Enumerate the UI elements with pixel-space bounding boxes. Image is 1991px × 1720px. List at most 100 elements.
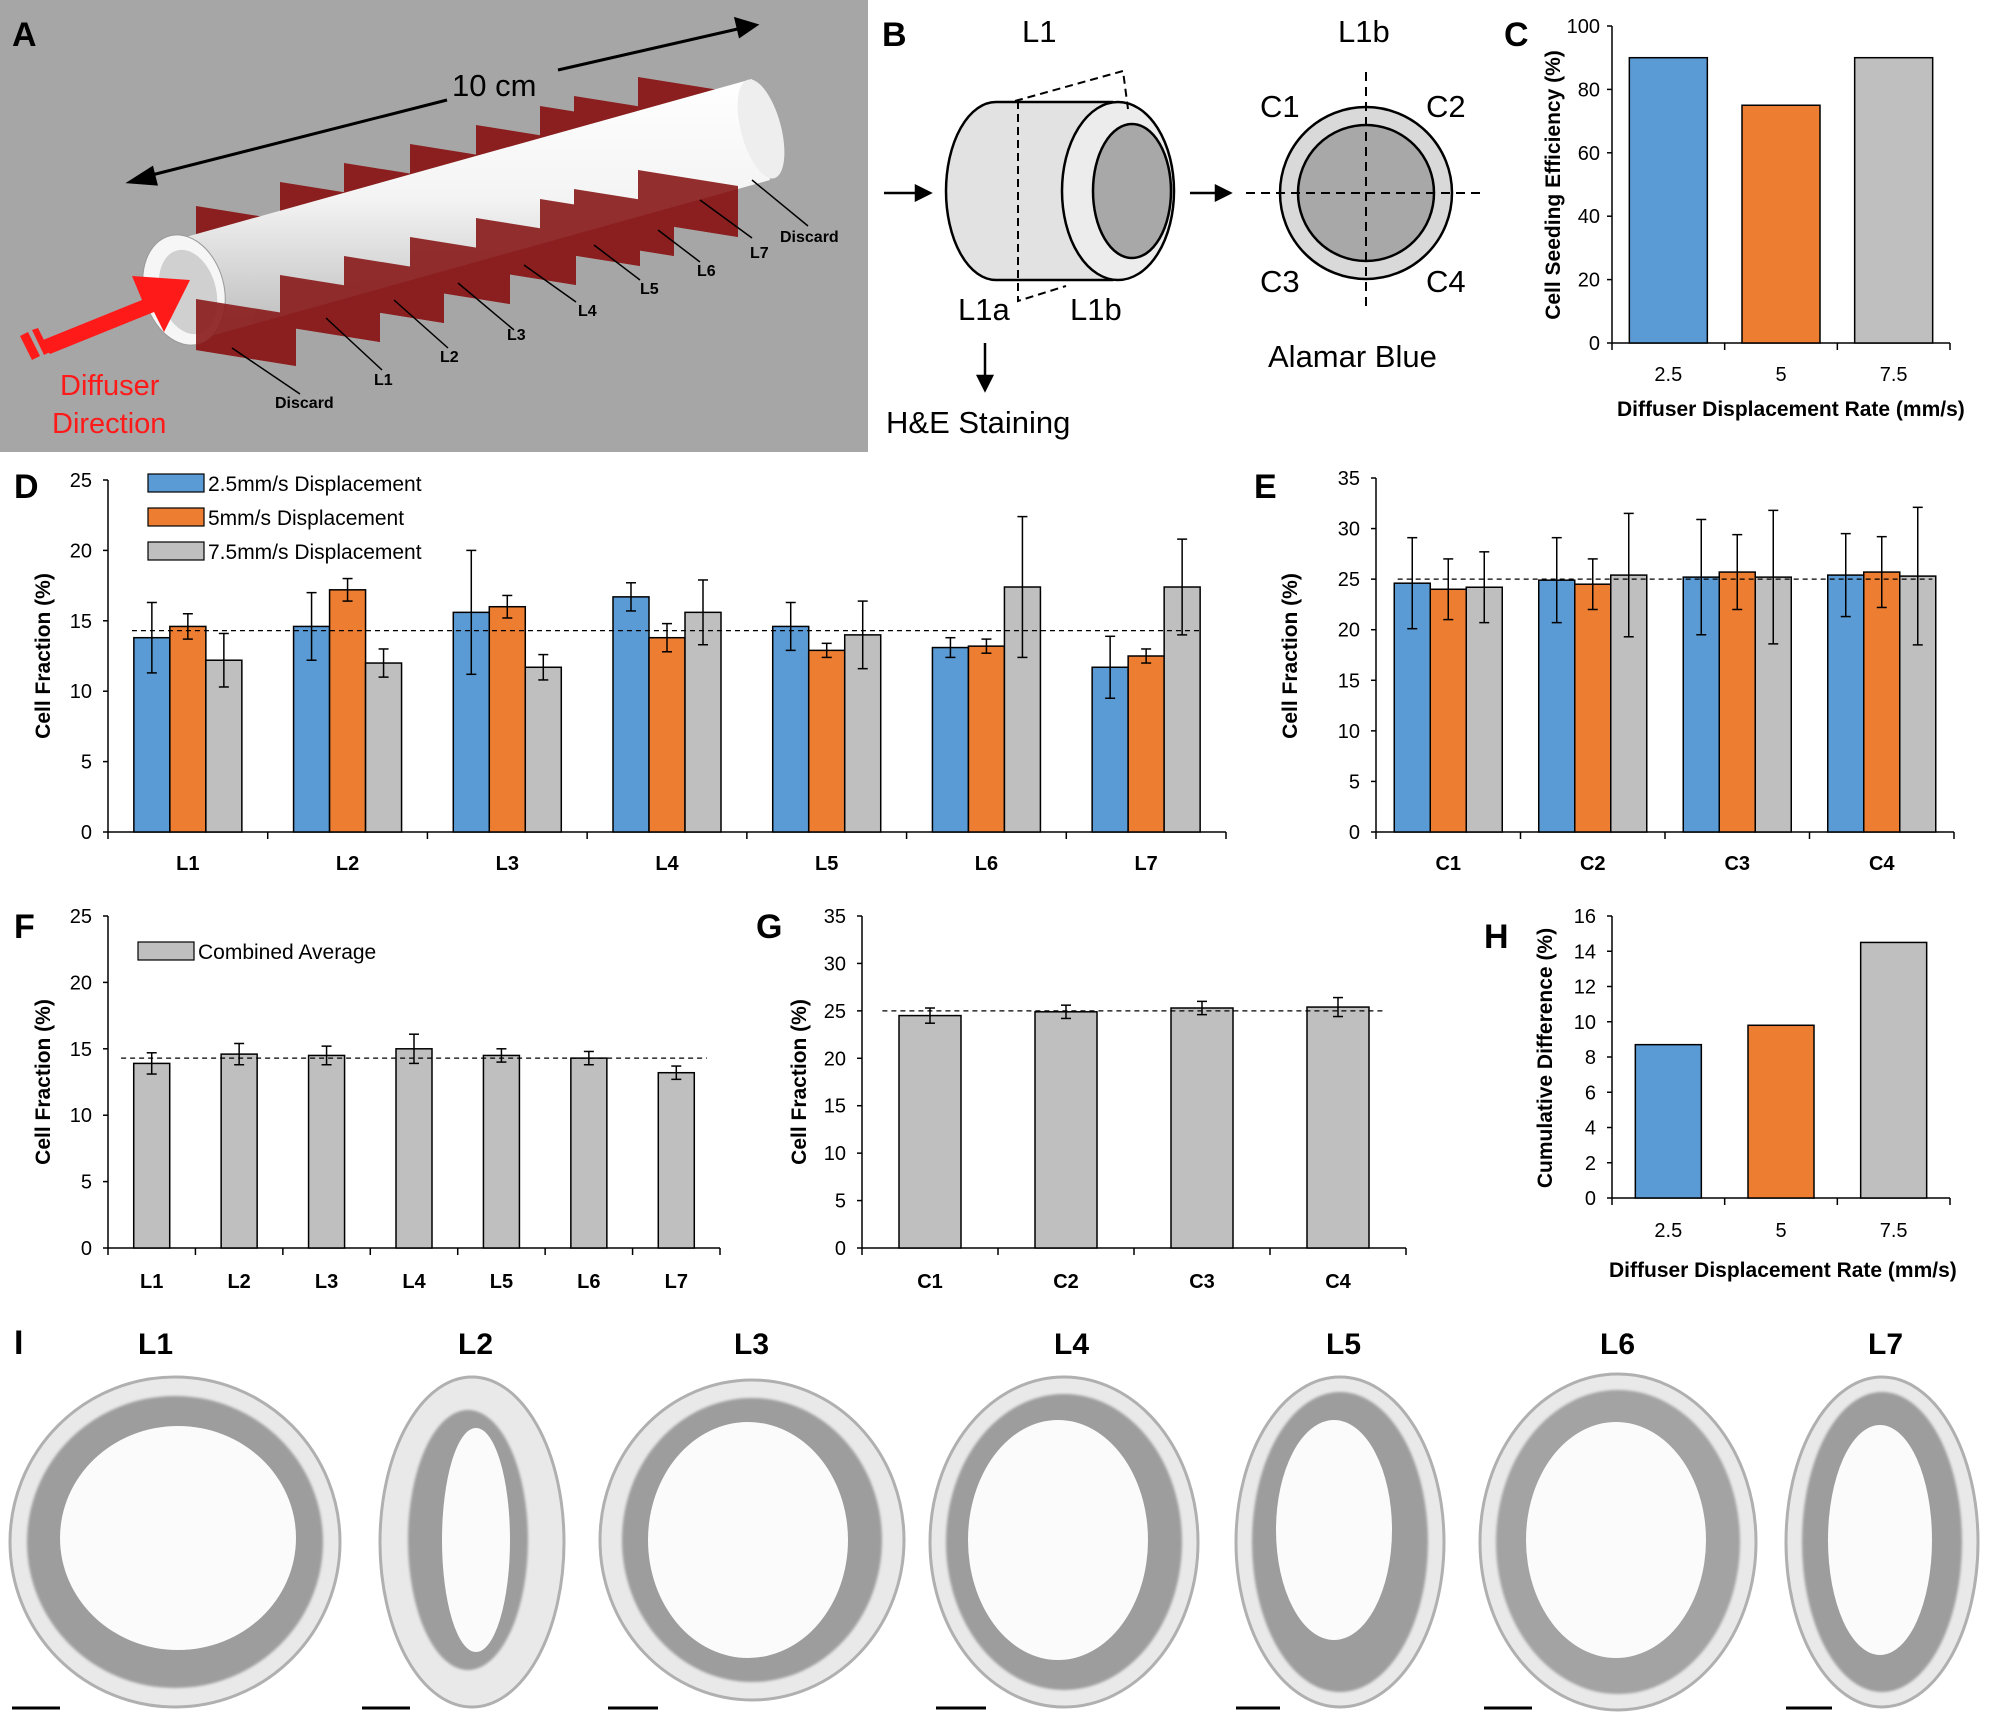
panel-letter-d: D (14, 468, 39, 506)
panel-letter-b: B (882, 16, 907, 54)
x-category-label: L3 (315, 1271, 338, 1293)
x-category-label: 7.5 (1880, 1220, 1908, 1242)
section-label-a: L6 (697, 263, 716, 280)
histology-section (1780, 1368, 1991, 1720)
y-tick-label: 5 (81, 1172, 92, 1194)
x-category-label: L2 (227, 1271, 250, 1293)
bar (1306, 1006, 1370, 1249)
y-tick-label: 16 (1574, 906, 1596, 928)
x-category-label: L4 (402, 1271, 426, 1293)
cut-plane-dashed (1014, 69, 1129, 110)
x-category-label: L6 (975, 853, 998, 875)
x-category-label: 5 (1775, 364, 1786, 386)
bar (169, 625, 207, 833)
bar (1741, 104, 1821, 344)
panel-letter-c: C (1504, 16, 1529, 54)
x-category-label: C1 (1435, 853, 1461, 875)
diffuser-arrow-icon (20, 276, 190, 360)
bar (771, 625, 810, 833)
section-label-a: L1 (374, 372, 393, 389)
panel-a: 10 cm Diffuser Direction Discard L1 L2 L… (0, 0, 868, 452)
x-category-label: 5 (1775, 1220, 1786, 1242)
y-tick-label: 30 (1338, 519, 1360, 541)
bar (1170, 1007, 1234, 1249)
chart-d-longitudinal-distribution: 0 5 10 15 20 25 L1 L2 L3 L4 L5 L6 L7 Cell Fraction (%… (32, 470, 1227, 875)
discard-label-right: Discard (780, 229, 839, 246)
section-label-a: L7 (750, 245, 769, 262)
y-tick-label: 20 (1338, 620, 1360, 642)
y-tick-label: 0 (1349, 822, 1360, 844)
bar (1853, 56, 1934, 344)
legend-swatch (137, 941, 195, 961)
bar (395, 1048, 433, 1249)
bar (1863, 571, 1901, 833)
y-tick-label: 0 (81, 1238, 92, 1260)
flow-arrows (884, 183, 1233, 393)
histology-section (598, 1368, 906, 1720)
histology-section (928, 1368, 1204, 1720)
y-tick-label: 5 (835, 1191, 846, 1213)
x-category-label: L1 (176, 853, 199, 875)
bar (612, 596, 650, 833)
x-category-label: L7 (1134, 853, 1157, 875)
panel-letter-h: H (1484, 918, 1509, 956)
histology-section (362, 1368, 574, 1720)
y-tick-label: 14 (1574, 941, 1596, 963)
label-c4: C4 (1426, 264, 1466, 299)
bar (524, 666, 563, 833)
bar (807, 649, 846, 833)
diffuser-label-2: Direction (52, 408, 166, 440)
panel-letter-f: F (14, 908, 35, 946)
bar (1747, 1024, 1815, 1199)
bar (1465, 586, 1503, 833)
bar (488, 605, 527, 833)
x-category-label: L2 (336, 853, 359, 875)
legend-label: Combined Average (198, 941, 376, 964)
panel-letter-i: I (14, 1324, 23, 1362)
bar (657, 1071, 696, 1249)
y-tick-label: 0 (1589, 333, 1600, 355)
label-l1b-top: L1b (1338, 14, 1390, 49)
diffuser-label-1: Diffuser (60, 370, 160, 402)
bar (132, 1062, 171, 1249)
chart-e-circumferential-distribution: 0 5 10 15 20 25 30 35 C1 C2 C3 C4 Cell Fraction (%) (1279, 468, 1955, 875)
x-category-label: L5 (815, 853, 838, 875)
x-category-label: 2.5 (1654, 364, 1682, 386)
bar (843, 634, 882, 833)
y-tick-label: 20 (70, 972, 92, 994)
bar (898, 1014, 962, 1249)
y-tick-label: 25 (824, 1001, 846, 1023)
histology-label: L5 (1326, 1328, 1361, 1361)
chart-g-combined-circumferential: 0 5 10 15 20 25 30 35 C1 C2 C3 C4 Cell Fraction (%) (788, 906, 1407, 1293)
bar (1628, 56, 1709, 344)
y-tick-label: 5 (1349, 771, 1360, 793)
label-c3: C3 (1260, 264, 1300, 299)
label-l1: L1 (1022, 14, 1056, 49)
histology-section (1478, 1368, 1760, 1720)
y-tick-label: 30 (824, 953, 846, 975)
x-axis-title: Diffuser Displacement Rate (mm/s) (1617, 398, 1965, 421)
bar (1034, 1011, 1098, 1249)
y-tick-label: 15 (70, 1039, 92, 1061)
y-tick-label: 35 (824, 906, 846, 928)
label-alamar-blue: Alamar Blue (1268, 339, 1437, 374)
legend-swatch (147, 541, 205, 561)
legend-label: 5mm/s Displacement (208, 507, 404, 530)
y-tick-label: 2 (1585, 1153, 1596, 1175)
section-label-a: L2 (440, 349, 459, 366)
bar (967, 645, 1006, 833)
discard-label-left: Discard (275, 395, 334, 412)
y-tick-label: 15 (70, 611, 92, 633)
panel-b: L1 L1b L1a L1b C1 C2 C3 C4 Alamar Blue H… (884, 14, 1486, 440)
y-tick-label: 20 (824, 1048, 846, 1070)
label-c2: C2 (1426, 89, 1466, 124)
x-category-label: C2 (1053, 1271, 1079, 1293)
y-tick-label: 25 (1338, 569, 1360, 591)
x-category-label: C2 (1580, 853, 1606, 875)
bar (648, 636, 686, 833)
bar (1718, 571, 1756, 833)
bar (570, 1057, 608, 1249)
y-tick-label: 10 (1574, 1012, 1596, 1034)
section-plane-front (280, 275, 380, 342)
